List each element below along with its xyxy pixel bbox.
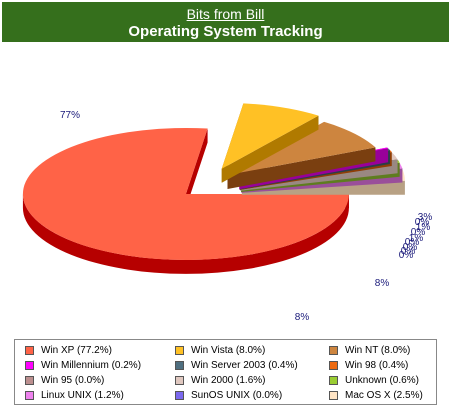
- legend-label: SunOS UNIX (0.0%): [191, 390, 283, 401]
- data-label-win-xp: 77%: [60, 110, 80, 121]
- chart-header: Bits from Bill Operating System Tracking: [2, 2, 449, 42]
- legend-label: Linux UNIX (1.2%): [41, 390, 124, 401]
- data-label-win-millennium: 0%: [399, 250, 414, 261]
- legend-label: Win XP (77.2%): [41, 345, 112, 356]
- legend-swatch: [25, 361, 34, 370]
- legend-label: Win 98 (0.4%): [345, 360, 409, 371]
- legend-swatch: [329, 346, 338, 355]
- pie-slice-win-xp: [22, 127, 349, 274]
- pie-chart: 77%8%8%0%0%0%0%1%0%1%0%3%: [22, 103, 433, 323]
- legend-label: Mac OS X (2.5%): [345, 390, 423, 401]
- pie-slice-win-vista: [221, 103, 319, 183]
- data-label-win-98: 0%: [403, 242, 418, 253]
- data-label-win-nt: 8%: [375, 278, 390, 289]
- legend-label: Win Server 2003 (0.4%): [191, 360, 298, 371]
- legend-label: Win 95 (0.0%): [41, 375, 105, 386]
- legend-swatch: [175, 346, 184, 355]
- data-label-win-2000: 1%: [409, 233, 424, 244]
- legend-label: Win Millennium (0.2%): [41, 360, 142, 371]
- chart-legend: Win XP (77.2%) Win Vista (8.0%) Win NT (8.…: [14, 339, 437, 405]
- legend-label: Win 2000 (1.6%): [191, 375, 266, 386]
- site-link[interactable]: Bits from Bill: [186, 6, 265, 22]
- legend-label: Win Vista (8.0%): [191, 345, 266, 356]
- legend-swatch: [175, 376, 184, 385]
- legend-swatch: [329, 361, 338, 370]
- data-label-win-server-2003: 0%: [401, 246, 416, 257]
- legend-label: Unknown (0.6%): [345, 375, 419, 386]
- data-label-linux-unix: 1%: [416, 222, 431, 233]
- chart-title: Operating System Tracking: [128, 23, 323, 40]
- data-label-win-vista: 8%: [295, 312, 310, 323]
- data-label-unknown: 0%: [411, 227, 426, 238]
- legend-swatch: [25, 376, 34, 385]
- data-label-sunos-unix: 0%: [415, 217, 430, 228]
- legend-swatch: [329, 376, 338, 385]
- legend-label: Win NT (8.0%): [345, 345, 411, 356]
- legend-swatch: [25, 346, 34, 355]
- legend-swatch: [329, 391, 338, 400]
- data-label-mac-os-x: 3%: [418, 212, 433, 223]
- legend-swatch: [175, 391, 184, 400]
- legend-swatch: [25, 391, 34, 400]
- data-label-win-95: 0%: [405, 237, 420, 248]
- legend-swatch: [175, 361, 184, 370]
